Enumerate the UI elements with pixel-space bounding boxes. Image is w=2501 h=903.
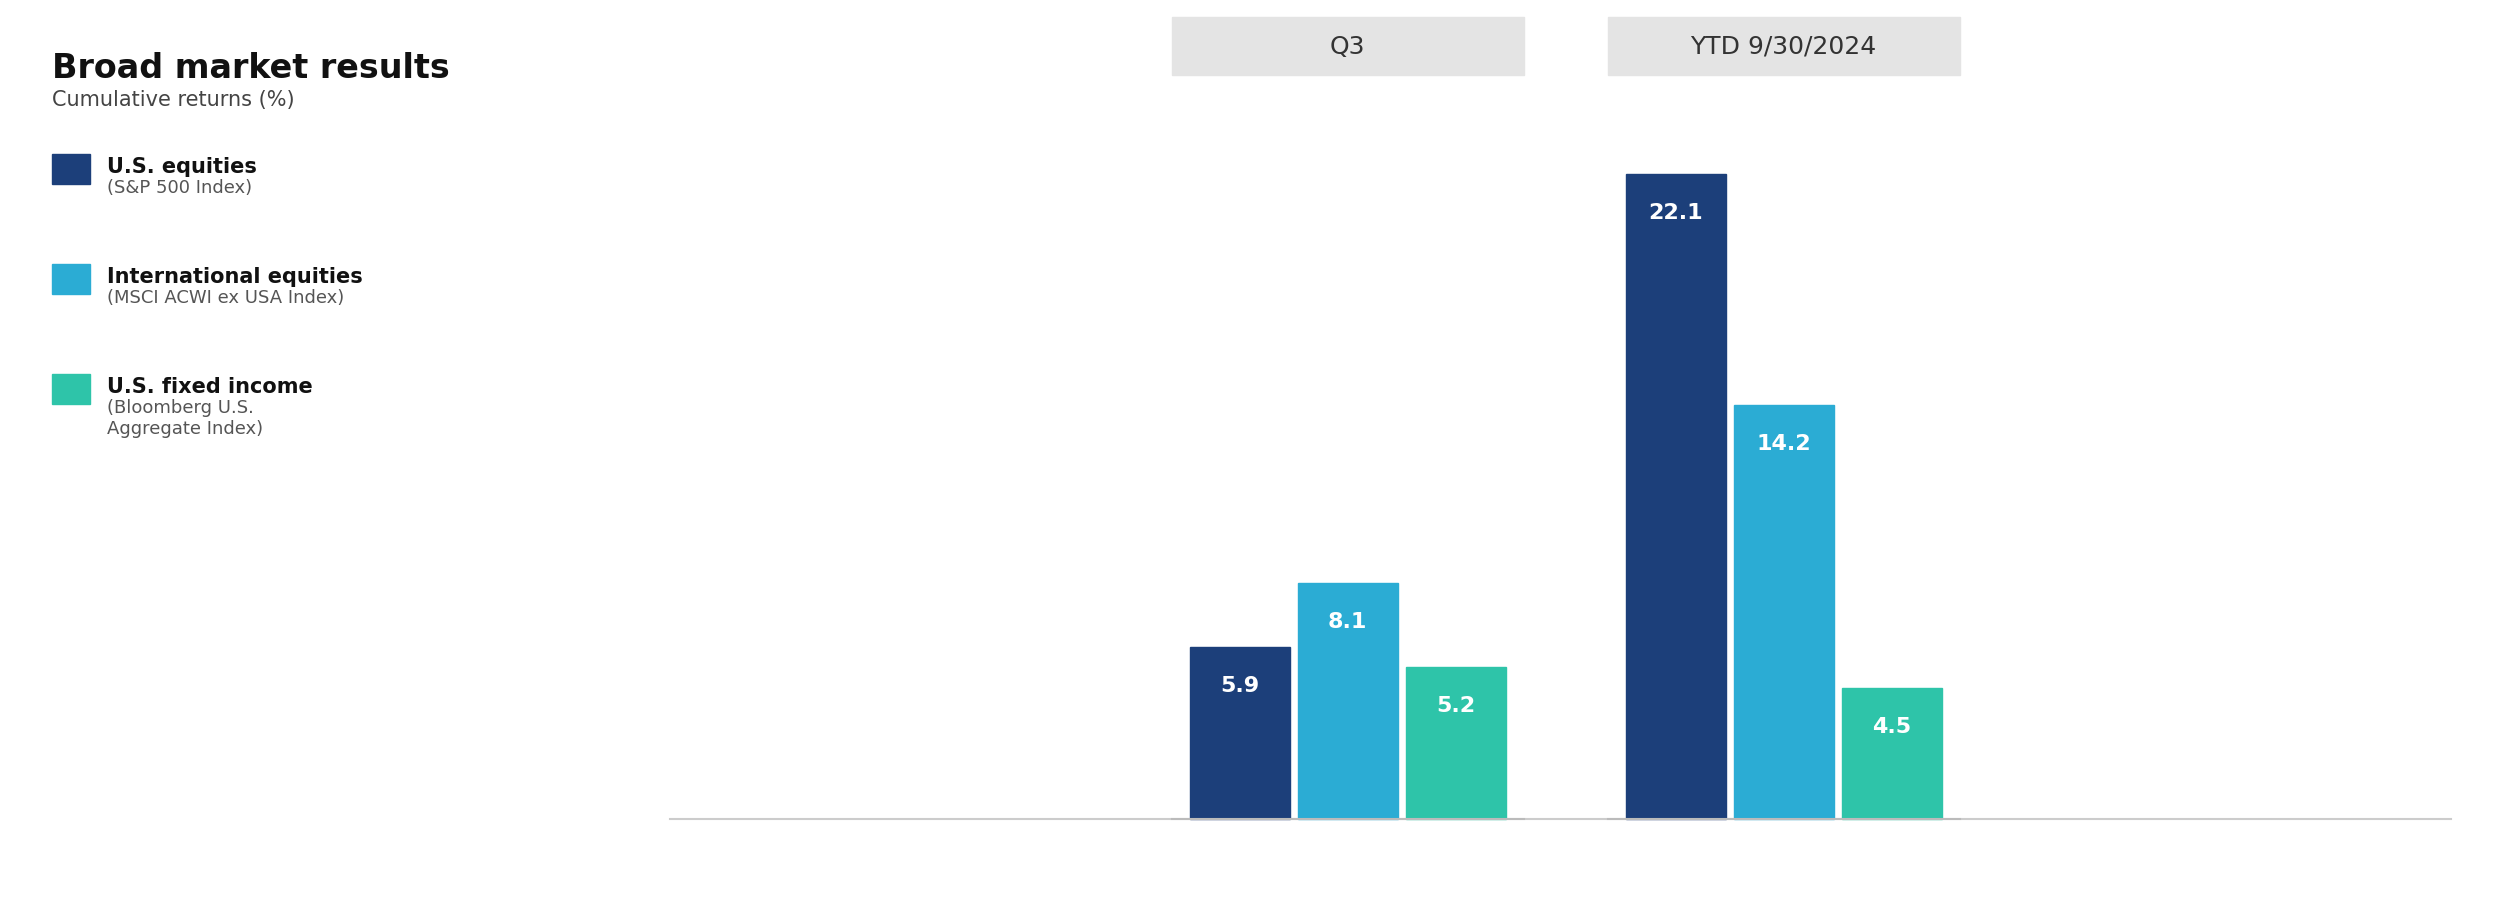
- Text: International equities: International equities: [108, 266, 363, 286]
- Bar: [1733, 405, 1833, 819]
- Bar: [53, 375, 90, 405]
- Bar: [1170, 18, 1523, 76]
- Text: 5.2: 5.2: [1436, 695, 1476, 715]
- Text: U.S. fixed income: U.S. fixed income: [108, 377, 313, 396]
- Text: (S&P 500 Index): (S&P 500 Index): [108, 179, 253, 197]
- Text: (Bloomberg U.S.
Aggregate Index): (Bloomberg U.S. Aggregate Index): [108, 398, 263, 437]
- Bar: [1841, 688, 1941, 819]
- Text: Broad market results: Broad market results: [53, 52, 450, 85]
- Bar: [53, 265, 90, 294]
- Text: 5.9: 5.9: [1220, 675, 1258, 695]
- Text: 14.2: 14.2: [1756, 433, 1811, 453]
- Text: 8.1: 8.1: [1328, 611, 1368, 631]
- Text: U.S. equities: U.S. equities: [108, 157, 258, 177]
- Bar: [53, 154, 90, 185]
- Bar: [1626, 175, 1726, 819]
- Bar: [1608, 18, 1958, 76]
- Text: Cumulative returns (%): Cumulative returns (%): [53, 90, 295, 110]
- Text: YTD 9/30/2024: YTD 9/30/2024: [1691, 35, 1876, 59]
- Text: 22.1: 22.1: [1648, 203, 1703, 223]
- Bar: [1298, 583, 1398, 819]
- Text: (MSCI ACWI ex USA Index): (MSCI ACWI ex USA Index): [108, 289, 345, 307]
- Bar: [1190, 647, 1291, 819]
- Text: Q3: Q3: [1331, 35, 1366, 59]
- Bar: [1406, 667, 1506, 819]
- Text: 4.5: 4.5: [1871, 716, 1911, 736]
